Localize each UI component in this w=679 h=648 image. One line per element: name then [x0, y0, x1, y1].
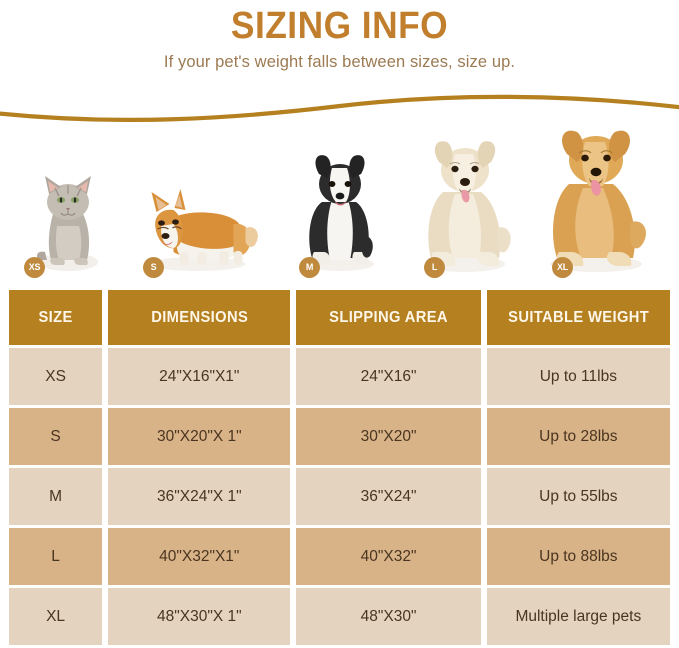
size-badge-m: M [299, 257, 320, 278]
table-row: S 30"X20"X 1" 30"X20" Up to 28lbs [9, 408, 670, 465]
size-badge-l: L [424, 257, 445, 278]
cell-size: XL [9, 588, 103, 645]
column-header-slipping-area: SLIPPING AREA [296, 290, 481, 345]
header-block: SIZING INFO If your pet's weight falls b… [0, 0, 679, 88]
cell-dimensions: 30"X20"X 1" [108, 408, 291, 465]
table-row: M 36"X24"X 1" 36"X24" Up to 55lbs [9, 468, 670, 525]
cell-dimensions: 40"X32"X1" [108, 528, 291, 585]
cell-size: L [9, 528, 103, 585]
cell-size: XS [9, 348, 103, 405]
table-header-row: SIZE DIMENSIONS SLIPPING AREA SUITABLE W… [9, 290, 670, 345]
cell-size: M [9, 468, 103, 525]
page-subtitle: If your pet's weight falls between sizes… [163, 53, 516, 71]
cell-suitable-weight: Multiple large pets [486, 588, 670, 645]
animal-cell-xs: XS [18, 118, 118, 284]
cell-size: S [9, 408, 103, 465]
cell-slipping-area: 24"X16" [296, 348, 481, 405]
cell-dimensions: 36"X24"X 1" [108, 468, 291, 525]
sizing-table: SIZE DIMENSIONS SLIPPING AREA SUITABLE W… [9, 290, 670, 648]
gray-tabby-cat-illustration [37, 176, 98, 271]
size-badge-xs: XS [24, 257, 45, 278]
cell-suitable-weight: Up to 28lbs [486, 408, 670, 465]
cream-golden-retriever-illustration [425, 141, 511, 272]
cell-suitable-weight: Up to 11lbs [486, 348, 670, 405]
animal-cell-s: S [125, 118, 265, 284]
size-badge-s: S [143, 257, 164, 278]
animal-cell-xl: XL [530, 118, 662, 284]
animal-size-strip: XS [0, 118, 679, 284]
column-header-size: SIZE [9, 290, 103, 345]
cell-dimensions: 24"X16"X1" [108, 348, 291, 405]
size-badge-xl: XL [552, 257, 573, 278]
table-row: L 40"X32"X1" 40"X32" Up to 88lbs [9, 528, 670, 585]
wave-divider-icon [0, 94, 679, 122]
corgi-illustration [149, 189, 258, 271]
cell-slipping-area: 40"X32" [296, 528, 481, 585]
cell-dimensions: 48"X30"X 1" [108, 588, 291, 645]
cell-slipping-area: 36"X24" [296, 468, 481, 525]
cell-slipping-area: 30"X20" [296, 408, 481, 465]
cell-suitable-weight: Up to 88lbs [486, 528, 670, 585]
cell-suitable-weight: Up to 55lbs [486, 468, 670, 525]
table-row: XS 24"X16"X1" 24"X16" Up to 11lbs [9, 348, 670, 405]
animal-cell-m: M [285, 118, 395, 284]
cell-slipping-area: 48"X30" [296, 588, 481, 645]
table-row: XL 48"X30"X 1" 48"X30" Multiple large pe… [9, 588, 670, 645]
golden-retriever-illustration [550, 130, 646, 272]
border-collie-illustration [306, 155, 374, 271]
column-header-suitable-weight: SUITABLE WEIGHT [486, 290, 670, 345]
animal-cell-l: L [405, 118, 525, 284]
page-title: SIZING INFO [230, 5, 449, 47]
column-header-dimensions: DIMENSIONS [108, 290, 291, 345]
